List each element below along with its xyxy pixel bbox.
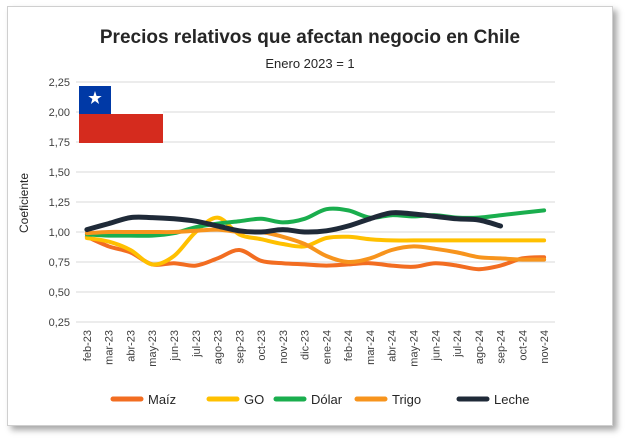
- x-tick-label: ago-24: [474, 330, 486, 364]
- x-tick-label: abr-23: [125, 330, 137, 362]
- chile-flag-icon: [79, 86, 163, 143]
- flag-star-icon: [88, 91, 102, 104]
- y-axis-label: Coeficiente: [17, 173, 31, 233]
- x-tick-label: sep-24: [496, 330, 508, 364]
- series-line-go: [84, 215, 547, 267]
- x-tick-label: dic-23: [300, 330, 312, 360]
- x-tick-label: abr-24: [387, 330, 399, 362]
- x-tick-label: mar-24: [365, 330, 377, 365]
- x-tick-label: oct-24: [517, 330, 529, 361]
- x-tick-label: nov-24: [539, 330, 551, 364]
- y-tick-label: 1,75: [49, 137, 70, 149]
- y-tick-label: 0,25: [49, 317, 70, 329]
- legend-label: Leche: [494, 392, 529, 407]
- x-tick-label: jun-24: [430, 330, 442, 362]
- chart-title: Precios relativos que afectan negocio en…: [99, 27, 521, 48]
- y-tick-label: 0,50: [49, 287, 70, 299]
- chart-subtitle: Enero 2023 = 1: [265, 56, 355, 71]
- flag-red-band: [79, 114, 163, 143]
- x-tick-label: jul-23: [191, 330, 203, 358]
- x-tick-label: jun-23: [169, 330, 181, 362]
- x-tick-label: sep-23: [234, 330, 246, 364]
- y-tick-label: 1,00: [49, 227, 70, 239]
- y-tick-label: 1,25: [49, 197, 70, 209]
- x-tick-label: feb-24: [343, 330, 355, 361]
- x-tick-label: ago-23: [213, 330, 225, 364]
- x-tick-label: mar-23: [104, 330, 116, 365]
- series-lines: [84, 206, 547, 272]
- x-tick-label: jul-24: [452, 330, 464, 358]
- series-line-trigo: [84, 227, 547, 265]
- x-tick-label: feb-23: [82, 330, 94, 361]
- legend-label: Trigo: [392, 392, 421, 407]
- x-tick-label: may-24: [408, 330, 420, 367]
- series-line-leche: [84, 210, 504, 235]
- legend-label: GO: [244, 392, 264, 407]
- x-axis-ticks: feb-23 mar-23 abr-23 may-23 jun-23 jul-23 ago-…: [82, 330, 551, 367]
- x-tick-label: may-23: [147, 330, 159, 367]
- x-tick-label: oct-23: [256, 330, 268, 361]
- y-tick-label: 0,75: [49, 257, 70, 269]
- y-tick-label: 2,00: [49, 107, 70, 119]
- chart-frame: Precios relativos que afectan negocio en…: [7, 6, 613, 426]
- x-tick-label: ene-24: [321, 330, 333, 364]
- legend-label: Maíz: [148, 392, 176, 407]
- y-tick-label: 1,50: [49, 167, 70, 179]
- legend: Maíz GO Dólar Trigo Leche: [110, 392, 529, 407]
- y-axis-ticks: 0,25 0,50 0,75 1,00 1,25 1,50 1,75 2,00 2,25: [49, 77, 70, 329]
- x-tick-label: nov-23: [278, 330, 290, 364]
- y-tick-label: 2,25: [49, 77, 70, 89]
- legend-label: Dólar: [311, 392, 343, 407]
